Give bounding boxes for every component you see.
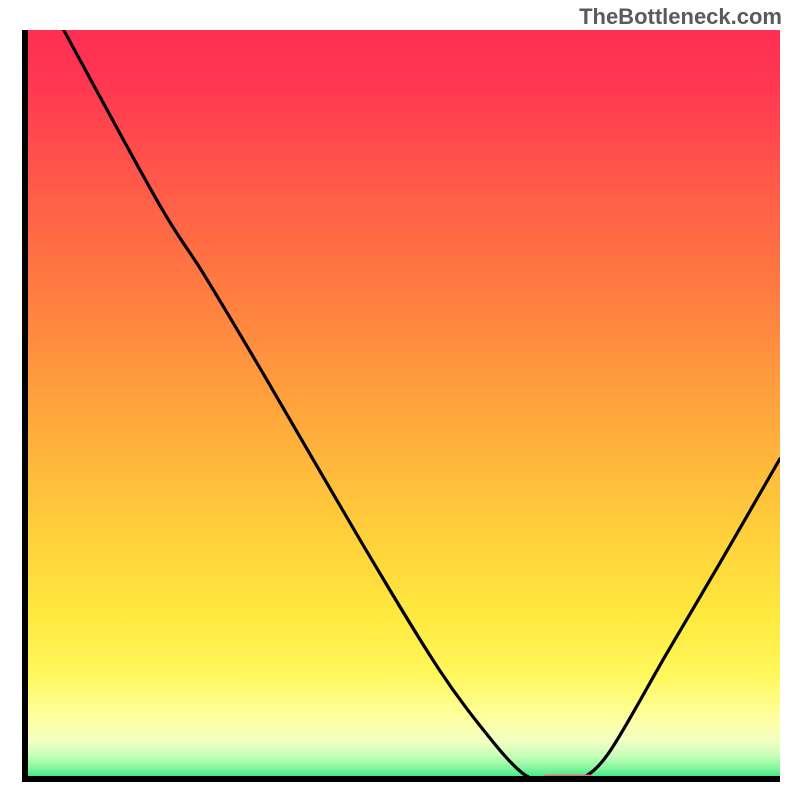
optimum-marker — [541, 774, 594, 782]
chart-container: TheBottleneck.com — [0, 0, 800, 800]
bottleneck-curve — [64, 30, 780, 782]
watermark-text: TheBottleneck.com — [579, 4, 782, 30]
curve-layer — [22, 30, 780, 782]
plot-area — [22, 30, 780, 782]
